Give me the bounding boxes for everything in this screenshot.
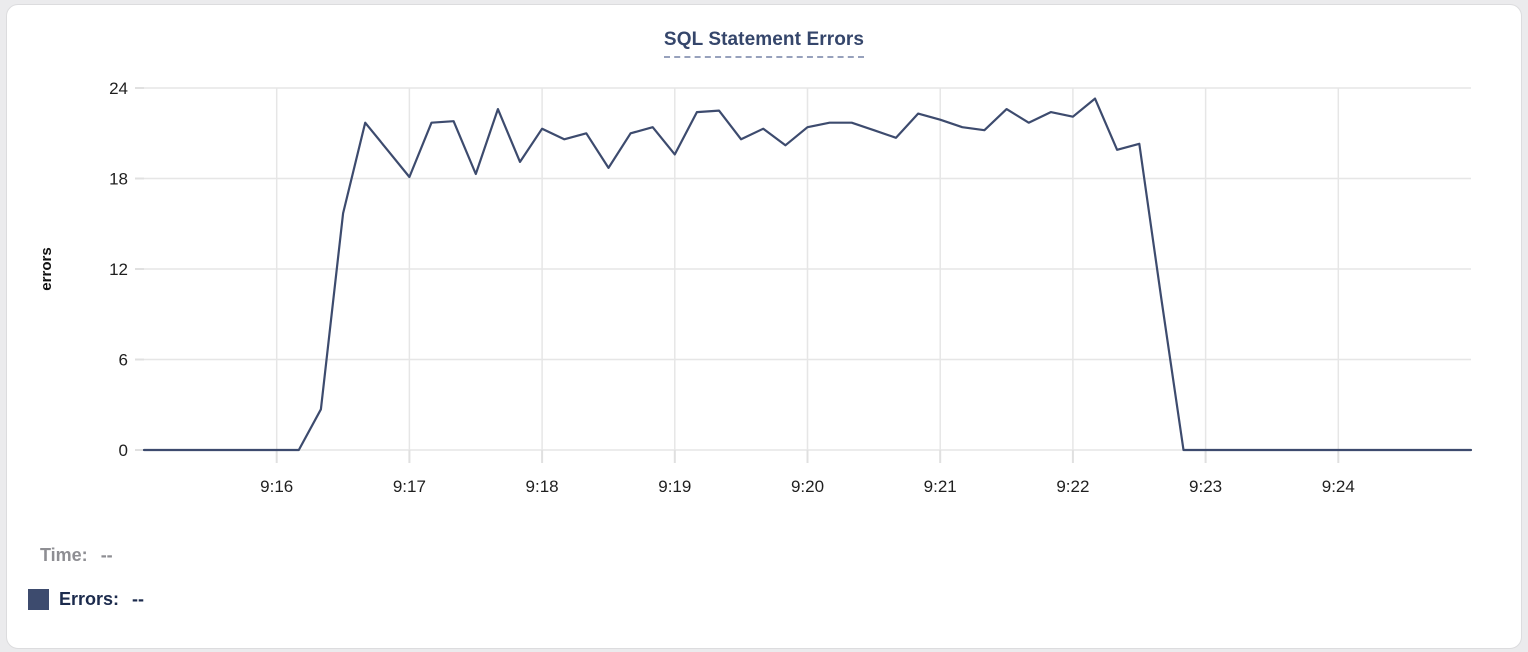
y-tick-label: 6 bbox=[119, 351, 128, 370]
x-tick-label: 9:23 bbox=[1189, 477, 1222, 496]
x-tick-label: 9:21 bbox=[924, 477, 957, 496]
tooltip-errors-row: Errors: -- bbox=[28, 589, 144, 610]
errors-line-chart: 0 6 12 18 24 9:16 9:17 9:18 9:19 9:20 9:21 9:22 9:23… bbox=[38, 79, 1473, 496]
x-tick-label: 9:22 bbox=[1056, 477, 1089, 496]
tooltip-errors-label: Errors: bbox=[59, 589, 120, 609]
errors-series-swatch bbox=[28, 589, 49, 610]
tooltip-time-row: Time: -- bbox=[40, 545, 113, 566]
x-tick-label: 9:20 bbox=[791, 477, 824, 496]
x-tick-label: 9:24 bbox=[1322, 477, 1355, 496]
tooltip-errors-value: -- bbox=[132, 589, 145, 609]
y-tick-label: 0 bbox=[119, 441, 128, 460]
x-tick-label: 9:16 bbox=[260, 477, 293, 496]
tooltip-time-value: -- bbox=[100, 545, 113, 565]
chart-card: SQL Statement Errors 0 6 12 18 24 9:16 9:17 9:1… bbox=[6, 4, 1522, 649]
y-tick-label: 18 bbox=[109, 170, 128, 189]
x-tick-label: 9:17 bbox=[393, 477, 426, 496]
y-axis-title: errors bbox=[38, 247, 55, 290]
chart-header: SQL Statement Errors bbox=[7, 29, 1521, 58]
x-tick-label: 9:19 bbox=[658, 477, 691, 496]
chart-title[interactable]: SQL Statement Errors bbox=[663, 29, 865, 58]
y-tick-label: 24 bbox=[109, 79, 128, 98]
tooltip-time-label: Time: bbox=[40, 545, 88, 565]
errors-series-line bbox=[142, 97, 1473, 452]
x-tick-label: 9:18 bbox=[526, 477, 559, 496]
y-tick-label: 12 bbox=[109, 260, 128, 279]
chart-canvas[interactable]: 0 6 12 18 24 9:16 9:17 9:18 9:19 9:20 9:21 9:22 9:23… bbox=[7, 5, 1521, 510]
